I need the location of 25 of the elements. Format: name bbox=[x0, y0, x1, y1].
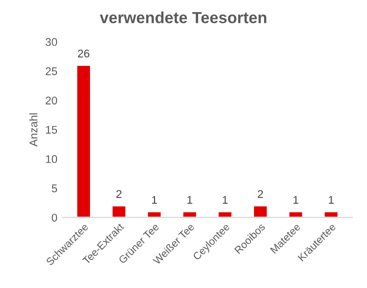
data-label: 1 bbox=[187, 196, 192, 204]
y-tick-label: 0 bbox=[52, 214, 58, 222]
data-label: 1 bbox=[294, 196, 298, 204]
y-tick-label: 15 bbox=[46, 126, 58, 134]
bar bbox=[323, 210, 339, 218]
bar bbox=[146, 210, 162, 218]
data-label: 1 bbox=[328, 196, 334, 204]
y-axis-title: Anzahl bbox=[29, 113, 38, 147]
bar bbox=[76, 64, 92, 218]
chart-title: verwendete Teesorten bbox=[100, 12, 266, 24]
y-tick-label: 5 bbox=[52, 184, 58, 192]
y-tick-label: 20 bbox=[46, 96, 58, 104]
data-label: 1 bbox=[222, 196, 228, 204]
bar bbox=[217, 210, 233, 218]
y-tick-label: 25 bbox=[46, 67, 58, 76]
bar bbox=[288, 210, 304, 218]
data-label: 2 bbox=[258, 190, 263, 198]
y-tick-label: 10 bbox=[46, 155, 58, 164]
y-tick-label: 30 bbox=[46, 38, 58, 46]
bar bbox=[252, 205, 268, 218]
data-label: 26 bbox=[78, 50, 90, 58]
data-label: 2 bbox=[116, 190, 122, 198]
bar bbox=[182, 210, 198, 218]
bar bbox=[111, 205, 127, 218]
data-label: 1 bbox=[152, 196, 157, 204]
